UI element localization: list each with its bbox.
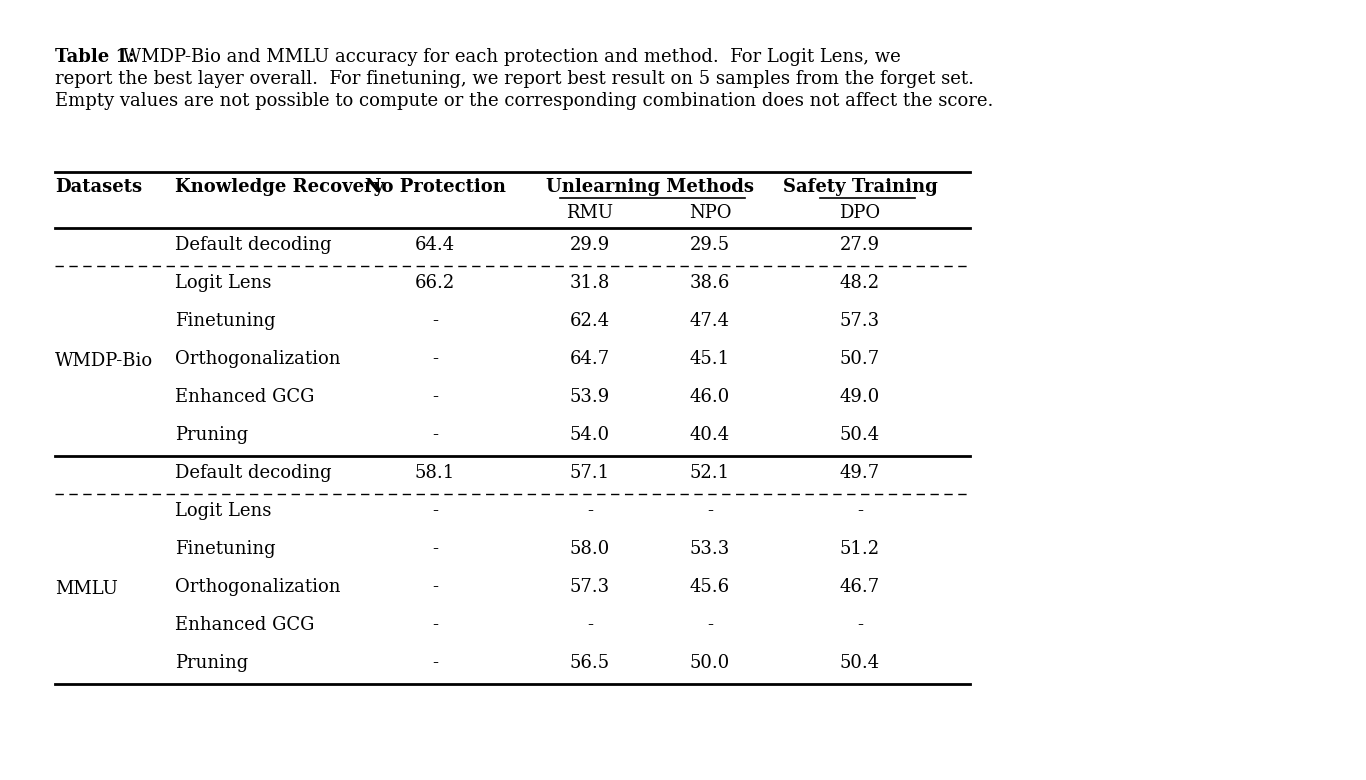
Text: 52.1: 52.1: [690, 464, 729, 482]
Text: 62.4: 62.4: [570, 312, 611, 330]
Text: -: -: [432, 540, 438, 558]
Text: 45.6: 45.6: [690, 578, 729, 596]
Text: 38.6: 38.6: [690, 274, 731, 292]
Text: -: -: [432, 616, 438, 634]
Text: 58.0: 58.0: [570, 540, 611, 558]
Text: -: -: [708, 502, 713, 520]
Text: 46.7: 46.7: [840, 578, 880, 596]
Text: 49.7: 49.7: [840, 464, 880, 482]
Text: Finetuning: Finetuning: [175, 540, 276, 558]
Text: 46.0: 46.0: [690, 388, 729, 406]
Text: 29.5: 29.5: [690, 236, 729, 254]
Text: 54.0: 54.0: [570, 426, 611, 444]
Text: Empty values are not possible to compute or the corresponding combination does n: Empty values are not possible to compute…: [55, 92, 993, 110]
Text: 31.8: 31.8: [570, 274, 611, 292]
Text: 57.3: 57.3: [840, 312, 880, 330]
Text: -: -: [432, 388, 438, 406]
Text: 50.4: 50.4: [840, 426, 880, 444]
Text: 48.2: 48.2: [840, 274, 880, 292]
Text: Orthogonalization: Orthogonalization: [175, 350, 340, 368]
Text: -: -: [432, 502, 438, 520]
Text: 56.5: 56.5: [570, 654, 611, 672]
Text: 49.0: 49.0: [840, 388, 880, 406]
Text: 45.1: 45.1: [690, 350, 729, 368]
Text: Datasets: Datasets: [55, 178, 142, 196]
Text: Knowledge Recovery: Knowledge Recovery: [175, 178, 384, 196]
Text: report the best layer overall.  For finetuning, we report best result on 5 sampl: report the best layer overall. For finet…: [55, 70, 974, 88]
Text: 51.2: 51.2: [840, 540, 880, 558]
Text: -: -: [708, 616, 713, 634]
Text: Pruning: Pruning: [175, 426, 249, 444]
Text: 29.9: 29.9: [570, 236, 611, 254]
Text: Logit Lens: Logit Lens: [175, 502, 272, 520]
Text: -: -: [587, 502, 593, 520]
Text: 57.3: 57.3: [570, 578, 611, 596]
Text: 53.3: 53.3: [690, 540, 729, 558]
Text: 64.7: 64.7: [570, 350, 611, 368]
Text: Enhanced GCG: Enhanced GCG: [175, 616, 314, 634]
Text: Safety Training: Safety Training: [783, 178, 937, 196]
Text: -: -: [856, 502, 863, 520]
Text: -: -: [432, 350, 438, 368]
Text: 47.4: 47.4: [690, 312, 729, 330]
Text: -: -: [432, 654, 438, 672]
Text: MMLU: MMLU: [55, 580, 117, 598]
Text: Finetuning: Finetuning: [175, 312, 276, 330]
Text: 40.4: 40.4: [690, 426, 729, 444]
Text: WMDP-Bio and MMLU accuracy for each protection and method.  For Logit Lens, we: WMDP-Bio and MMLU accuracy for each prot…: [117, 48, 900, 66]
Text: Default decoding: Default decoding: [175, 236, 332, 254]
Text: NPO: NPO: [688, 204, 731, 222]
Text: Logit Lens: Logit Lens: [175, 274, 272, 292]
Text: -: -: [856, 616, 863, 634]
Text: 50.0: 50.0: [690, 654, 729, 672]
Text: Orthogonalization: Orthogonalization: [175, 578, 340, 596]
Text: RMU: RMU: [567, 204, 613, 222]
Text: Unlearning Methods: Unlearning Methods: [546, 178, 754, 196]
Text: -: -: [432, 426, 438, 444]
Text: 53.9: 53.9: [570, 388, 611, 406]
Text: -: -: [587, 616, 593, 634]
Text: Enhanced GCG: Enhanced GCG: [175, 388, 314, 406]
Text: Table 1:: Table 1:: [55, 48, 135, 66]
Text: Default decoding: Default decoding: [175, 464, 332, 482]
Text: 50.4: 50.4: [840, 654, 880, 672]
Text: 57.1: 57.1: [570, 464, 611, 482]
Text: 50.7: 50.7: [840, 350, 880, 368]
Text: WMDP-Bio: WMDP-Bio: [55, 352, 153, 370]
Text: 58.1: 58.1: [415, 464, 455, 482]
Text: 27.9: 27.9: [840, 236, 880, 254]
Text: -: -: [432, 312, 438, 330]
Text: -: -: [432, 578, 438, 596]
Text: Pruning: Pruning: [175, 654, 249, 672]
Text: 64.4: 64.4: [415, 236, 455, 254]
Text: 66.2: 66.2: [415, 274, 455, 292]
Text: No Protection: No Protection: [365, 178, 505, 196]
Text: DPO: DPO: [840, 204, 881, 222]
